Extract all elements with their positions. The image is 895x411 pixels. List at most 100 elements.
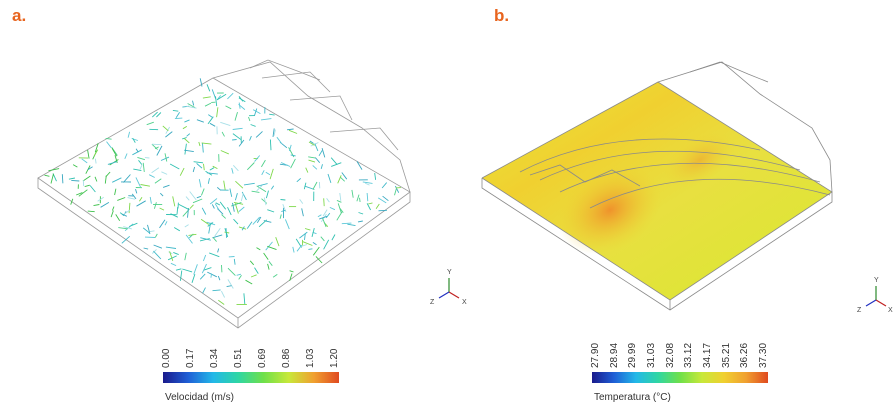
velocity-vector <box>340 176 346 182</box>
velocity-vector <box>209 122 216 127</box>
velocity-vector <box>238 97 246 103</box>
velocity-vector <box>275 237 280 247</box>
velocity-vector <box>312 165 318 170</box>
temperature-legend: 27.90 28.94 29.99 31.03 32.08 33.12 34.17 35.21… <box>590 328 769 408</box>
velocity-vector <box>212 165 218 170</box>
velocity-vector <box>267 209 275 213</box>
velocity-vector <box>347 223 356 227</box>
velocity-vector <box>359 197 361 202</box>
velocity-vector <box>87 149 90 159</box>
velocity-vector <box>315 256 323 264</box>
velocity-vector <box>336 199 342 203</box>
velocity-legend-title: Velocidad (m/s) <box>165 392 234 403</box>
velocity-vector <box>221 131 225 137</box>
velocity-vector <box>381 182 388 189</box>
velocity-vector <box>215 96 218 107</box>
velocity-vector <box>254 267 259 274</box>
velocity-vector <box>366 203 371 211</box>
velocity-vector <box>173 227 181 232</box>
velocity-vector <box>268 261 273 266</box>
velocity-vector <box>234 111 238 121</box>
velocity-vector <box>238 139 245 147</box>
velocity-vector <box>227 267 236 276</box>
velocity-vector <box>154 178 162 184</box>
temperature-legend-ticks: 27.90 28.94 29.99 31.03 32.08 33.12 34.17 35.21… <box>590 328 769 368</box>
velocity-vector <box>207 178 210 184</box>
temperature-legend-title: Temperatura (°C) <box>594 392 671 403</box>
velocity-vector <box>164 221 168 226</box>
velocity-vector <box>164 153 168 162</box>
velocity-vector <box>245 279 253 285</box>
velocity-vector <box>121 235 130 244</box>
velocity-vector <box>296 178 301 183</box>
velocity-vector <box>255 131 263 138</box>
velocity-vector <box>191 273 196 283</box>
velocity-vector <box>170 213 178 218</box>
velocity-vector <box>105 171 111 178</box>
legend-tick-label: 0.86 <box>281 348 292 368</box>
velocity-vector <box>106 141 112 148</box>
velocity-vector <box>128 202 131 214</box>
velocity-vector <box>358 212 364 215</box>
velocity-vector <box>330 157 338 165</box>
velocity-vector <box>312 181 318 190</box>
velocity-vector <box>226 285 232 288</box>
velocity-vector <box>87 166 93 170</box>
velocity-vector <box>377 197 387 204</box>
velocity-vector <box>184 224 189 228</box>
velocity-vector <box>329 206 336 211</box>
velocity-vector <box>185 234 193 244</box>
velocity-vector <box>320 236 325 242</box>
velocity-vector <box>70 198 74 205</box>
velocity-vector <box>303 182 307 190</box>
velocity-vector <box>200 218 209 225</box>
velocity-vector <box>238 206 245 212</box>
velocity-vector <box>269 113 275 116</box>
legend-tick-label: 32.08 <box>664 342 676 368</box>
velocity-vector <box>250 124 256 127</box>
velocity-vector <box>154 233 158 238</box>
velocity-vector <box>220 150 229 155</box>
legend-tick-label: 28.94 <box>608 342 620 368</box>
velocity-vector <box>260 118 272 121</box>
velocity-vector <box>261 170 265 176</box>
velocity-vector <box>299 199 304 204</box>
velocity-vector <box>151 111 158 118</box>
velocity-vector <box>326 198 330 203</box>
velocity-colorbar <box>163 372 339 383</box>
velocity-vector <box>351 189 354 198</box>
velocity-vector <box>243 293 246 305</box>
velocity-vector <box>100 202 110 208</box>
velocity-vector <box>68 177 75 180</box>
legend-tick-label: 1.20 <box>329 348 340 368</box>
velocity-vector <box>272 274 278 278</box>
velocity-vector <box>375 203 380 210</box>
legend-tick-label: 0.34 <box>209 348 220 368</box>
legend-tick-label: 0.69 <box>257 348 268 368</box>
velocity-vector <box>176 206 179 215</box>
velocity-vector <box>289 270 294 273</box>
velocity-vector <box>309 140 314 144</box>
axis-triad-a: Y X Z <box>430 269 467 306</box>
axis-y-label: Y <box>874 277 879 284</box>
velocity-vector <box>356 161 363 170</box>
velocity-vector <box>265 171 271 176</box>
velocity-vector <box>305 167 309 173</box>
velocity-vector <box>216 93 227 101</box>
velocity-vector <box>131 193 137 200</box>
velocity-vector <box>94 176 98 182</box>
velocity-vector <box>325 212 331 219</box>
velocity-vector <box>220 121 231 127</box>
velocity-vector <box>265 241 273 251</box>
velocity-vector <box>232 127 243 130</box>
velocity-vector <box>322 209 328 217</box>
velocity-vector <box>203 267 212 271</box>
velocity-vector <box>265 190 269 199</box>
velocity-vector <box>206 221 216 226</box>
velocity-vector <box>273 129 276 136</box>
velocity-legend: 0.00 0.17 0.34 0.51 0.69 0.86 1.03 1.20 Velocid… <box>161 328 340 408</box>
velocity-vector <box>331 234 336 241</box>
velocity-vector <box>186 105 197 109</box>
velocity-vector <box>184 143 187 155</box>
velocity-vector <box>323 198 325 207</box>
